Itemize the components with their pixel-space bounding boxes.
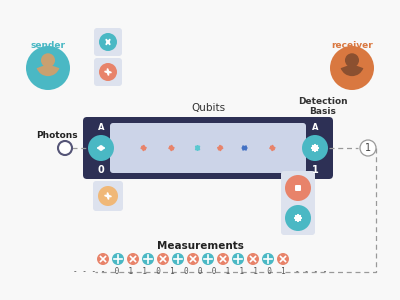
Circle shape [247, 253, 259, 265]
Circle shape [99, 63, 117, 81]
Circle shape [232, 253, 244, 265]
Circle shape [41, 53, 55, 67]
Circle shape [202, 253, 214, 265]
Circle shape [142, 253, 154, 265]
Circle shape [172, 253, 184, 265]
Circle shape [302, 135, 328, 161]
Text: sender: sender [30, 41, 66, 50]
Text: Photons: Photons [36, 130, 78, 140]
Circle shape [97, 253, 109, 265]
FancyBboxPatch shape [94, 58, 122, 86]
FancyBboxPatch shape [281, 201, 315, 235]
Circle shape [98, 186, 118, 206]
Wedge shape [37, 64, 59, 76]
Text: Detection
Basis: Detection Basis [298, 97, 348, 116]
Text: Qubits: Qubits [191, 103, 225, 113]
Circle shape [330, 46, 374, 90]
FancyBboxPatch shape [93, 181, 123, 211]
Circle shape [99, 33, 117, 51]
Circle shape [127, 253, 139, 265]
Wedge shape [341, 64, 363, 76]
Text: 0: 0 [98, 165, 104, 175]
Text: A: A [98, 124, 104, 133]
Circle shape [112, 253, 124, 265]
Circle shape [187, 253, 199, 265]
Circle shape [262, 253, 274, 265]
Circle shape [26, 46, 70, 90]
Text: A: A [312, 124, 318, 133]
Circle shape [277, 253, 289, 265]
Text: 1: 1 [312, 165, 318, 175]
Circle shape [88, 135, 114, 161]
Text: 1: 1 [365, 143, 371, 153]
Circle shape [345, 53, 359, 67]
Circle shape [360, 140, 376, 156]
Circle shape [285, 205, 311, 231]
FancyBboxPatch shape [281, 171, 315, 205]
Circle shape [285, 175, 311, 201]
FancyBboxPatch shape [94, 28, 122, 56]
Text: receiver: receiver [331, 41, 373, 50]
FancyBboxPatch shape [83, 117, 333, 179]
Circle shape [157, 253, 169, 265]
Circle shape [217, 253, 229, 265]
FancyBboxPatch shape [110, 123, 306, 173]
Text: Measurements: Measurements [156, 241, 244, 251]
Circle shape [58, 141, 72, 155]
Text: - - - -  0  1  1  0  1  0  0  0  1  1  1  0  1  - - - -: - - - - 0 1 1 0 1 0 0 0 1 1 1 0 1 - - - … [73, 268, 327, 277]
